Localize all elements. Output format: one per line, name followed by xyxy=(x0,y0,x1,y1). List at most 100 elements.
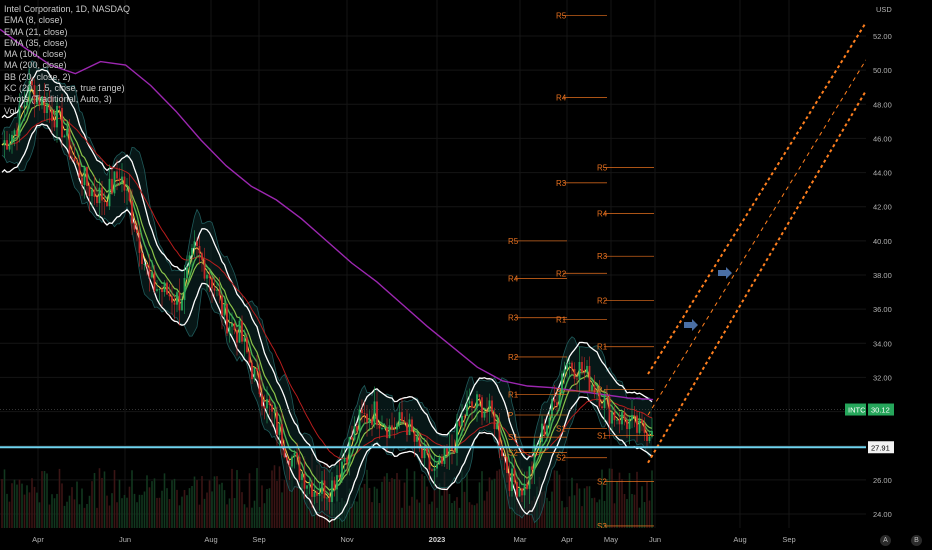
volume-bar xyxy=(361,487,363,528)
candle-body xyxy=(346,457,348,464)
candle-body xyxy=(568,362,571,365)
candle-body xyxy=(38,95,41,106)
kc-lower xyxy=(1,123,653,523)
support-value: 27.91 xyxy=(871,443,890,452)
candle-body xyxy=(616,419,618,421)
volume-bar xyxy=(576,483,578,528)
candle-body xyxy=(453,450,456,454)
volume-bar xyxy=(143,491,146,528)
volume-bar xyxy=(556,470,558,528)
volume-bar xyxy=(203,498,206,528)
candle-body xyxy=(523,483,526,496)
candle-body xyxy=(163,282,166,293)
candle-body xyxy=(561,373,563,394)
candle-body xyxy=(326,497,328,499)
candle-body xyxy=(418,436,421,449)
candle-body xyxy=(408,419,411,436)
candle-body xyxy=(186,266,188,278)
volume-bar xyxy=(416,499,418,528)
pivot-label-p: P xyxy=(597,385,602,394)
volume-bar xyxy=(491,480,493,528)
candle-body xyxy=(166,282,168,295)
volume-bar xyxy=(241,492,243,528)
volume-bar xyxy=(458,507,461,528)
volume-bar xyxy=(41,471,43,528)
volume-bar xyxy=(506,484,508,528)
volume-bar xyxy=(563,507,566,528)
candle-body xyxy=(213,288,216,291)
volume-bar xyxy=(496,470,498,528)
log-scale-button[interactable]: B xyxy=(911,535,922,546)
volume-bar xyxy=(483,500,486,528)
pivot-label-p: P xyxy=(556,387,561,396)
candle-body xyxy=(201,253,203,260)
pivot-levels: R5 R4 R3 R2 R1 P S1 S2 R5 R4 R3 R2 R1 P S1 S2 R5 R4 R3 R2 R1… xyxy=(508,12,654,531)
volume-bar xyxy=(68,495,71,528)
candle-body xyxy=(28,80,31,102)
candle-body xyxy=(143,264,146,265)
volume-bar xyxy=(648,500,651,528)
candle-body xyxy=(56,105,58,128)
candle-body xyxy=(48,104,51,110)
volume-bar xyxy=(98,468,101,528)
volume-bar xyxy=(228,498,231,528)
volume-bar xyxy=(48,504,51,528)
candle-body xyxy=(526,483,528,489)
volume-bar xyxy=(386,473,388,528)
candle-body xyxy=(533,444,536,470)
candle-body xyxy=(378,425,381,429)
candle-body xyxy=(618,419,621,425)
volume-bar xyxy=(591,498,593,528)
candle-body xyxy=(406,422,408,436)
candle-body xyxy=(86,166,88,187)
candle-body xyxy=(108,178,111,207)
candle-body xyxy=(218,289,221,296)
candle-body xyxy=(63,135,66,138)
volume-bar xyxy=(296,481,298,528)
volume-bar xyxy=(598,499,601,528)
volume-bar xyxy=(406,468,408,528)
volume-bar xyxy=(616,481,618,528)
volume-bar xyxy=(166,488,168,528)
volume-bar xyxy=(398,479,401,528)
volume-bar xyxy=(468,502,471,528)
pivot-label-r4: R4 xyxy=(556,93,567,102)
candle-body xyxy=(503,456,506,458)
volume-bar xyxy=(3,469,6,528)
candle-body xyxy=(183,277,186,301)
pivot-label-r2: R2 xyxy=(597,297,608,306)
candle-body xyxy=(363,413,366,414)
volume-bar xyxy=(201,476,203,528)
ma200-line xyxy=(0,28,654,401)
candle-body xyxy=(468,401,471,404)
y-tick-label: 48.00 xyxy=(873,100,892,109)
candle-body xyxy=(13,130,16,135)
candle-body xyxy=(271,405,273,412)
pivot-label-r1: R1 xyxy=(597,343,608,352)
candle-body xyxy=(553,399,556,403)
candle-body xyxy=(241,320,243,342)
candle-body xyxy=(151,272,153,278)
volume-bar xyxy=(91,481,93,528)
candle-body xyxy=(421,448,423,459)
volume-bar xyxy=(358,484,361,528)
volume-bar xyxy=(281,492,283,528)
volume-bar xyxy=(151,481,153,528)
candle-body xyxy=(198,246,201,254)
auto-scale-button[interactable]: A xyxy=(880,535,891,546)
candle-body xyxy=(283,447,286,458)
candle-body xyxy=(178,292,181,311)
candle-body xyxy=(331,480,333,503)
candle-body xyxy=(136,229,138,234)
x-tick-label: Jun xyxy=(649,535,661,544)
candle-body xyxy=(328,497,331,503)
volume-bar xyxy=(498,469,501,528)
candle-body xyxy=(446,448,448,455)
arrow-marker xyxy=(718,267,732,279)
volume-bar xyxy=(408,505,411,528)
candle-body xyxy=(591,385,593,391)
candle-body xyxy=(611,411,613,424)
volume-bar xyxy=(606,478,608,528)
volume-bar xyxy=(58,468,61,528)
